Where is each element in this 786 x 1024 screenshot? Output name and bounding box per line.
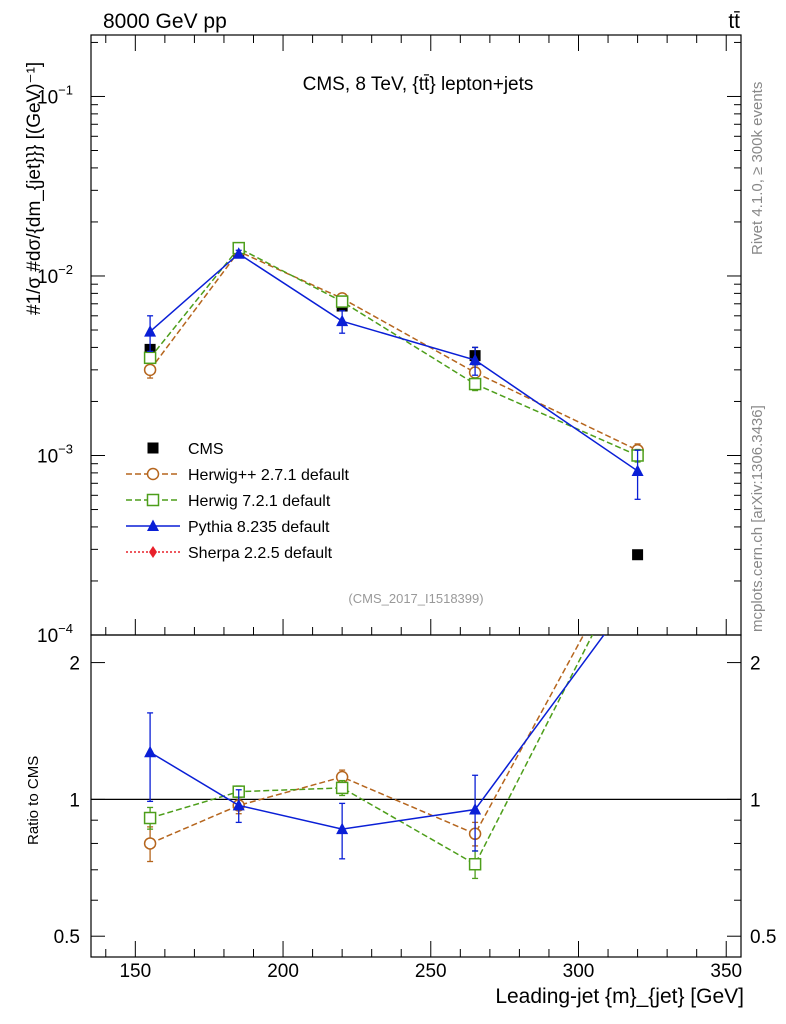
x-tick-label: 250: [415, 961, 447, 982]
y-tick-label-base: 10: [37, 267, 58, 288]
rivet-label: Rivet 4.1.0, ≥ 300k events: [749, 82, 766, 255]
x-tick-label: 200: [267, 961, 299, 982]
x-tick-label: 300: [563, 961, 595, 982]
y-tick-label-ratio-right: 1: [750, 790, 761, 811]
herwig-7-2-1-default-line: [149, 635, 594, 866]
legend-marker-herwig-2-7-1-default: [146, 467, 160, 481]
legend-marker-sherpa-2-2-5-default: [149, 546, 157, 558]
pythia-8-235-default-point: [232, 798, 245, 811]
legend-marker-cms: [147, 442, 159, 454]
legend-marker-herwig-7-2-1-default: [146, 493, 160, 507]
pythia-8-235-default-line: [149, 635, 605, 830]
y-tick-label-main: 10−4: [37, 621, 73, 647]
y-axis-label-ratio: Ratio to CMS: [25, 756, 42, 845]
x-tick-label: 350: [710, 961, 742, 982]
pythia-8-235-default-point: [631, 464, 644, 476]
cms-point: [632, 549, 644, 561]
legend-marker-pythia-8-235-default: [147, 519, 159, 531]
pythia-8-235-default-point: [336, 822, 349, 835]
main-y-ticks: 10−110−210−310−4: [37, 41, 741, 647]
watermark: (CMS_2017_I1518399): [348, 591, 483, 606]
herwig-7-2-1-default-point: [143, 351, 157, 365]
y-tick-label-ratio: 2: [69, 654, 80, 675]
legend-label-cms: CMS: [188, 441, 224, 458]
pythia-8-235-default-point: [469, 353, 482, 366]
herwig-2-7-1-default-point: [143, 837, 157, 850]
legend-label-sherpa-2-2-5-default: Sherpa 2.2.5 default: [188, 545, 333, 562]
main-title: CMS, 8 TeV, {tt̄} lepton+jets: [303, 74, 534, 95]
ratio-y-ticks: 0.5 0.5 1 1 2 2: [54, 654, 777, 949]
x-ticks: 150 200 250 300 350: [105, 35, 742, 982]
source-label: mcplots.cern.ch [arXiv:1306.3436]: [749, 405, 766, 632]
y-tick-label-base: 10: [37, 626, 58, 647]
pythia-8-235-default-point: [336, 314, 349, 327]
x-axis-label: Leading-jet {m}_{jet} [GeV]: [495, 985, 744, 1008]
main-clipped: [143, 241, 644, 561]
y-tick-label-ratio-right: 0.5: [750, 927, 776, 948]
y-tick-label-main: 10−1: [37, 82, 73, 108]
herwig-7-2-1-default-point: [468, 857, 482, 871]
ratio-clipped: [143, 635, 605, 880]
pythia-8-235-default-point: [144, 745, 157, 758]
herwig-7-2-1-default-point: [143, 811, 157, 825]
legend-label-pythia-8-235-default: Pythia 8.235 default: [188, 519, 330, 536]
ratio-series: [143, 635, 605, 880]
process-label: tt̄: [728, 10, 740, 33]
pythia-8-235-default-line: [149, 252, 639, 472]
y-tick-label-exp: −2: [58, 262, 73, 277]
y-tick-label-ratio-right: 2: [750, 654, 761, 675]
y-tick-label-exp: −4: [58, 621, 73, 636]
pythia-8-235-default-point: [144, 325, 157, 337]
y-tick-label-exp: −1: [58, 82, 73, 97]
herwig-2-7-1-default-point: [143, 363, 157, 377]
y-axis-label-main: #1/σ #dσ/{dm_{jet}}} [(GeV)⁻¹]: [24, 62, 45, 315]
legend-label-herwig-2-7-1-default: Herwig++ 2.7.1 default: [188, 467, 350, 484]
herwig-7-2-1-default-point: [335, 781, 349, 795]
herwig-7-2-1-default-point: [335, 295, 349, 308]
herwig-7-2-1-default-line: [149, 247, 638, 457]
y-tick-label-base: 10: [37, 87, 58, 108]
energy-label: 8000 GeV pp: [103, 10, 227, 33]
legend: CMS Herwig++ 2.7.1 default Herwig 7.2.1 de…: [126, 441, 350, 562]
pythia-8-235-default-point: [232, 247, 245, 259]
herwig-7-2-1-default-point: [468, 377, 482, 391]
ratio-panel-frame: [90, 634, 742, 958]
y-tick-label-exp: −3: [58, 441, 73, 456]
y-tick-label-main: 10−3: [37, 441, 73, 467]
y-tick-label-ratio: 1: [69, 790, 80, 811]
legend-label-herwig-7-2-1-default: Herwig 7.2.1 default: [188, 493, 331, 510]
x-tick-label: 150: [119, 961, 151, 982]
main-series: [143, 241, 644, 561]
y-tick-label-ratio: 0.5: [54, 927, 80, 948]
pythia-8-235-default-point: [469, 803, 482, 815]
y-tick-label-base: 10: [37, 446, 58, 467]
y-tick-label-main: 10−2: [37, 262, 73, 288]
